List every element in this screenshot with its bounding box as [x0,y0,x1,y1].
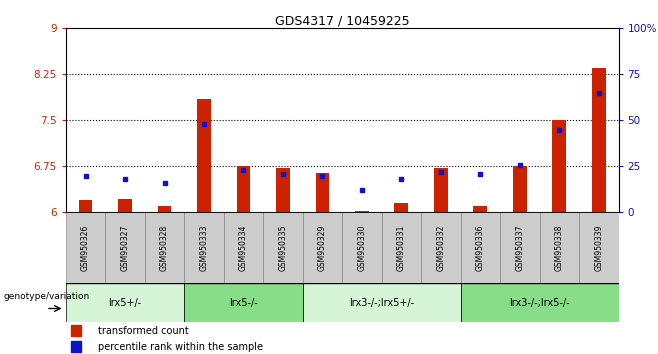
Bar [461,212,500,283]
Bar [421,212,461,283]
Bar [303,283,461,322]
Bar [382,212,421,283]
Text: GSM950333: GSM950333 [199,224,209,271]
Text: GSM950336: GSM950336 [476,224,485,271]
Bar [184,283,303,322]
Bar [461,283,619,322]
Bar [66,283,184,322]
Bar [579,212,619,283]
Bar [263,212,303,283]
Bar [71,341,82,353]
Bar [500,212,540,283]
Bar [118,199,132,212]
Bar [237,166,250,212]
Text: GSM950329: GSM950329 [318,224,327,271]
Bar [145,212,184,283]
Bar [79,200,92,212]
Text: percentile rank within the sample: percentile rank within the sample [98,342,263,352]
Bar [303,212,342,283]
Bar [342,212,382,283]
Bar [157,206,171,212]
Text: lrx3-/-;lrx5-/-: lrx3-/-;lrx5-/- [509,298,570,308]
Text: GSM950337: GSM950337 [515,224,524,271]
Bar [473,206,487,212]
Title: GDS4317 / 10459225: GDS4317 / 10459225 [275,14,409,27]
Bar [197,99,211,212]
Text: GSM950326: GSM950326 [81,224,90,271]
Bar [513,166,526,212]
Text: lrx5-/-: lrx5-/- [229,298,258,308]
Bar [276,168,290,212]
Bar [184,212,224,283]
Text: GSM950338: GSM950338 [555,224,564,271]
Bar [395,203,408,212]
Bar [224,212,263,283]
Bar [71,325,82,336]
Text: transformed count: transformed count [98,326,189,336]
Bar [105,212,145,283]
Text: lrx3-/-;lrx5+/-: lrx3-/-;lrx5+/- [349,298,414,308]
Text: GSM950339: GSM950339 [594,224,603,271]
Text: GSM950331: GSM950331 [397,224,406,271]
Bar [540,212,579,283]
Bar [592,68,605,212]
Text: GSM950334: GSM950334 [239,224,248,271]
Text: genotype/variation: genotype/variation [3,292,89,301]
Bar [355,211,368,212]
Text: GSM950335: GSM950335 [278,224,288,271]
Bar [66,212,105,283]
Text: lrx5+/-: lrx5+/- [109,298,141,308]
Bar [552,120,566,212]
Text: GSM950327: GSM950327 [120,224,130,271]
Text: GSM950332: GSM950332 [436,224,445,271]
Bar [434,168,447,212]
Text: GSM950330: GSM950330 [357,224,367,271]
Text: GSM950328: GSM950328 [160,225,169,271]
Bar [315,172,329,212]
